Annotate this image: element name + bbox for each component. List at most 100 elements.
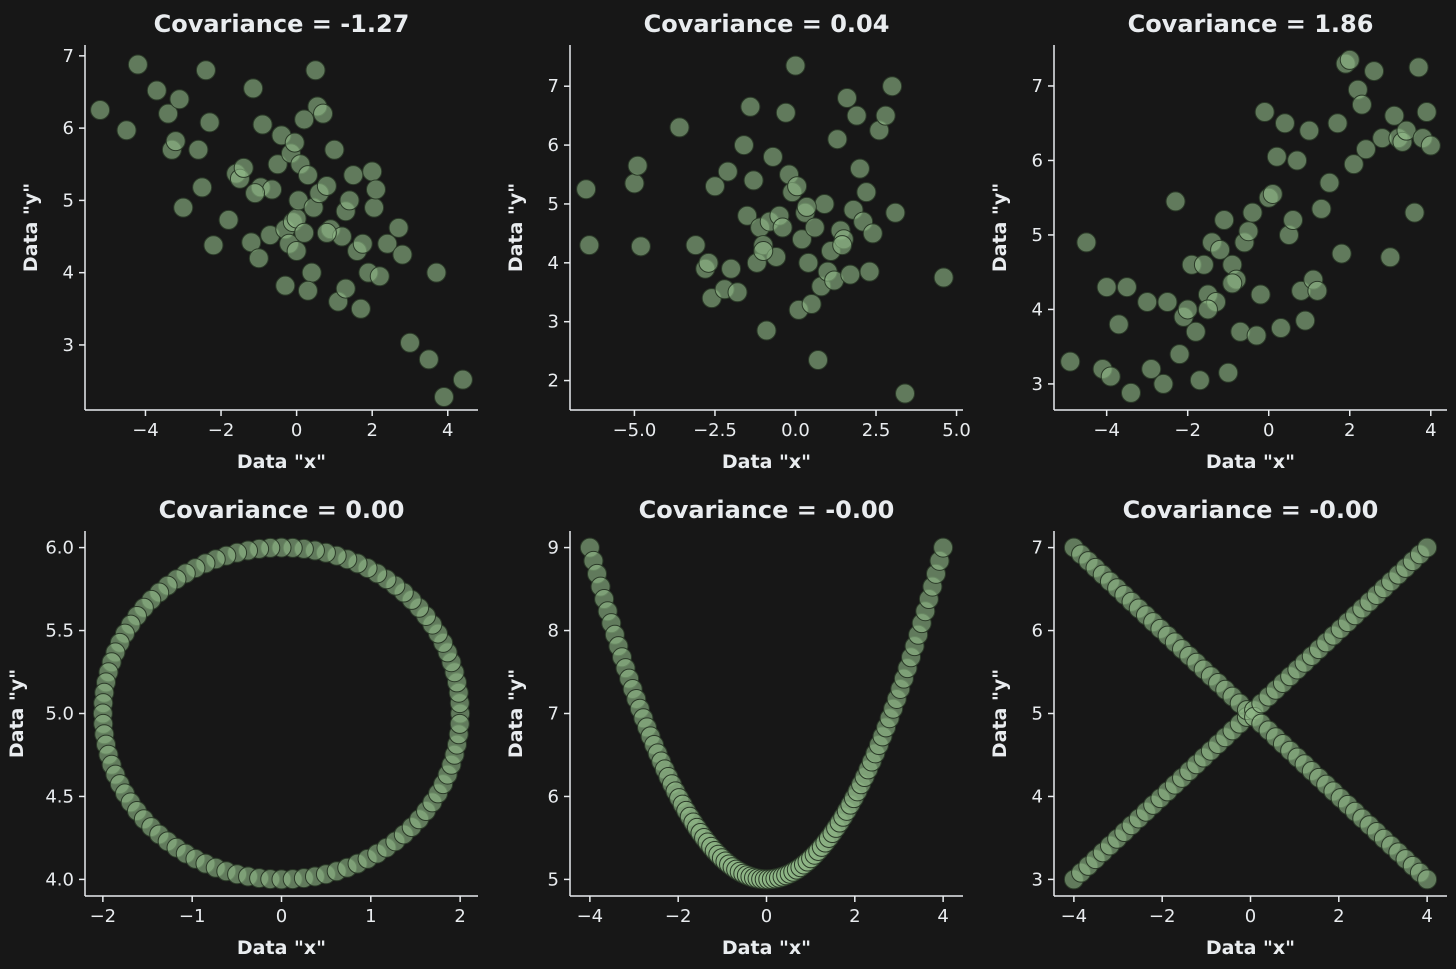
y-tick-label: 6 [63, 118, 74, 139]
x-tick-label: −5.0 [613, 420, 657, 441]
scatter-point [352, 233, 373, 254]
scatter-point [252, 114, 273, 135]
scatter-point [1274, 113, 1295, 134]
scatter-point [933, 537, 954, 558]
scatter-point [343, 165, 364, 186]
scatter-point [399, 332, 420, 353]
scatter-point [248, 248, 269, 269]
scatter-point [756, 320, 777, 341]
scatter-point [1197, 299, 1218, 320]
scatter-point [1355, 139, 1376, 160]
scatter-point [297, 280, 318, 301]
scatter-point [127, 54, 148, 75]
y-tick-label: 4 [1032, 786, 1043, 807]
x-tick-label: −1 [179, 906, 206, 927]
subplot-bottom-left: Covariance = 0.00 −2 −1 0 1 2 4.0 4.5 5.0 5.5 6.0 D… [6, 496, 478, 959]
subplot-top-right: Covariance = 1.86 −4 −2 0 2 4 3 4 5 6 7 Data "x" Dat… [989, 10, 1447, 473]
x-tick-label: −2 [208, 420, 235, 441]
x-axis-label: Data "x" [722, 451, 811, 473]
scatter-point [267, 154, 288, 175]
scatter-series [1060, 49, 1441, 403]
scatter-point [885, 202, 906, 223]
scatter-point [1396, 120, 1417, 141]
scatter-point [859, 261, 880, 282]
scatter-point [1157, 291, 1178, 312]
y-tick-label: 6 [548, 786, 559, 807]
scatter-point [195, 60, 216, 81]
y-tick-label: 6.0 [45, 538, 74, 559]
scatter-point [808, 349, 829, 370]
scatter-point [1214, 210, 1235, 231]
scatter-point [846, 105, 867, 126]
scatter-point [791, 229, 812, 250]
scatter-point [1339, 49, 1360, 70]
scatter-point [1120, 382, 1141, 403]
scatter-point [365, 179, 386, 200]
chart-title: Covariance = -0.00 [1123, 496, 1379, 524]
y-tick-label: 3 [548, 312, 559, 333]
y-axis-label: Data "y" [6, 669, 28, 758]
scatter-point [1384, 105, 1405, 126]
y-tick-label: 3 [63, 335, 74, 356]
scatter-point [737, 205, 758, 226]
y-tick-label: 9 [548, 538, 559, 559]
scatter-point [1254, 102, 1275, 123]
y-tick-label: 7 [548, 76, 559, 97]
scatter-point [804, 217, 825, 238]
scatter-point [1299, 120, 1320, 141]
scatter-point [90, 100, 111, 121]
x-tick-label: −2 [1174, 420, 1201, 441]
subplot-bottom-center: Covariance = -0.00 −4 −2 0 2 4 5 6 7 8 9 Data "x" Da… [505, 496, 963, 959]
chart-title: Covariance = 0.00 [159, 496, 405, 524]
scatter-point [388, 217, 409, 238]
scatter-point [875, 105, 896, 126]
y-tick-label: 3 [1032, 374, 1043, 395]
scatter-point [1266, 146, 1287, 167]
scatter-point [1137, 291, 1158, 312]
x-tick-label: 2 [454, 906, 465, 927]
scatter-point [753, 241, 774, 262]
scatter-point [305, 60, 326, 81]
scatter-point [827, 129, 848, 150]
scatter-point [1193, 254, 1214, 275]
scatter-point [801, 294, 822, 315]
scatter-point [294, 222, 315, 243]
scatter-point [856, 182, 877, 203]
scatter-point [1076, 232, 1097, 253]
y-tick-label: 6 [548, 135, 559, 156]
x-tick-label: −2 [90, 906, 117, 927]
x-tick-label: 0 [291, 420, 302, 441]
scatter-point [704, 176, 725, 197]
scatter-point [188, 139, 209, 160]
scatter-point [1351, 94, 1372, 115]
scatter-point [762, 146, 783, 167]
scatter-point [1295, 310, 1316, 331]
x-tick-label: −2 [665, 906, 692, 927]
scatter-point [685, 235, 706, 256]
x-tick-label: 2 [366, 420, 377, 441]
scatter-point [796, 196, 817, 217]
y-tick-label: 8 [548, 621, 559, 642]
scatter-point [1364, 61, 1385, 82]
scatter-point [1100, 366, 1121, 387]
scatter-point [364, 197, 385, 218]
scatter-point [1165, 191, 1186, 212]
y-axis-label: Data "y" [989, 669, 1011, 758]
scatter-point [369, 266, 390, 287]
scatter-point [335, 278, 356, 299]
scatter-point [1380, 247, 1401, 268]
scatter-point [814, 193, 835, 214]
scatter-point [350, 298, 371, 319]
scatter-point [1262, 183, 1283, 204]
y-tick-label: 4.5 [45, 786, 74, 807]
scatter-point [1417, 869, 1438, 890]
scatter-point [1416, 102, 1437, 123]
x-tick-label: −2 [1149, 906, 1176, 927]
y-tick-label: 7 [548, 704, 559, 725]
chart-title: Covariance = 1.86 [1128, 10, 1374, 38]
scatter-point [313, 103, 334, 124]
x-tick-label: 0.0 [781, 420, 810, 441]
scatter-point [1311, 198, 1332, 219]
scatter-point [1331, 243, 1352, 264]
scatter-point [785, 55, 806, 76]
